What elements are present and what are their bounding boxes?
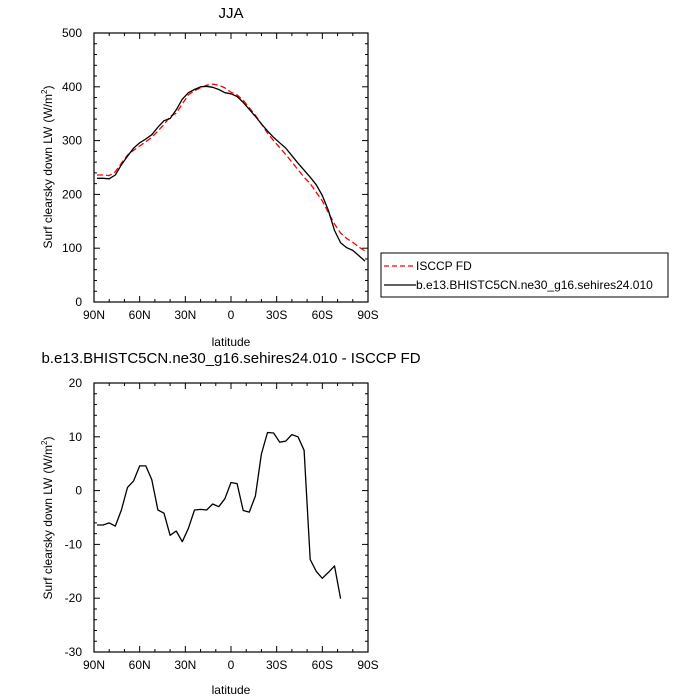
bottom-chart: b.e13.BHISTC5CN.ne30_g16.sehires24.010 -… — [40, 350, 421, 697]
x-tick-label: 0 — [228, 308, 235, 322]
legend-label-isccp: ISCCP FD — [416, 259, 472, 273]
y-axis-label-units: (W/m — [41, 94, 55, 123]
y-tick-label: 300 — [62, 134, 82, 148]
x-axis-label: latitude — [212, 683, 251, 697]
y-tick-label: 200 — [62, 187, 82, 201]
legend-label-model: b.e13.BHISTC5CN.ne30_g16.sehires24.010 — [416, 278, 653, 292]
y-axis-label-units: (W/m — [41, 445, 55, 474]
bottom-series — [97, 431, 342, 599]
y-tick-label: 100 — [62, 241, 82, 255]
y-tick-label: 0 — [75, 484, 82, 498]
x-tick-label: 0 — [228, 658, 235, 672]
x-tick-label: 90N — [83, 308, 105, 322]
chart-title: JJA — [218, 5, 243, 22]
top-axes: 90N 60N 30N 0 30S 60S 90S 0 100 200 300 400 500 — [62, 26, 379, 322]
y-tick-label: 500 — [62, 26, 82, 40]
plot-frame — [93, 382, 369, 653]
x-tick-label: 30S — [266, 308, 287, 322]
top-chart: JJA 90N 60N 30N 0 30S 60S 90S0100200300400500 … — [40, 5, 669, 349]
chart-title: b.e13.BHISTC5CN.ne30_g16.sehires24.010 -… — [41, 350, 420, 367]
plot-frame — [93, 32, 369, 303]
x-tick-label: 60N — [129, 658, 151, 672]
bottom-axes: 90N 60N 30N 0 30S 60S 90S -30 -20 -10 0 10 20 — [65, 376, 379, 672]
x-tick-label: 90N — [83, 658, 105, 672]
x-axis-label: latitude — [212, 335, 251, 349]
x-tick-label: 60S — [312, 308, 333, 322]
x-tick-label: 30S — [266, 658, 287, 672]
y-tick-label: -20 — [65, 591, 83, 605]
y-axis-label-units-close: ) — [41, 437, 55, 441]
y-axis-label-text: Surf clearsky down LW — [41, 126, 55, 248]
x-tick-label: 30N — [174, 308, 196, 322]
y-tick-label: 400 — [62, 80, 82, 94]
legend: ISCCP FD b.e13.BHISTC5CN.ne30_g16.sehire… — [380, 252, 669, 298]
x-tick-label: 60S — [312, 658, 333, 672]
y-axis-label-units-close: ) — [41, 86, 55, 90]
y-axis-label: Surf clearsky down LW (W/m2) — [40, 437, 55, 600]
series-line-1 — [97, 85, 366, 262]
x-tick-label: 90S — [357, 308, 378, 322]
y-axis-label-units-sup: 2 — [40, 440, 49, 445]
series-line-0 — [97, 431, 342, 599]
legend-box — [380, 252, 669, 298]
y-tick-label: 0 — [75, 295, 82, 309]
x-tick-label: 60N — [129, 308, 151, 322]
y-axis-label-text: Surf clearsky down LW — [41, 477, 55, 599]
y-tick-label: -10 — [65, 537, 83, 551]
y-tick-label: 10 — [69, 430, 83, 444]
x-tick-label: 90S — [357, 658, 378, 672]
top-series — [97, 83, 366, 262]
y-tick-label: 20 — [69, 376, 83, 390]
y-tick-label: -30 — [65, 645, 83, 659]
y-axis-label: Surf clearsky down LW (W/m2) — [40, 86, 55, 249]
x-tick-label: 30N — [174, 658, 196, 672]
y-axis-label-units-sup: 2 — [40, 89, 49, 94]
series-line-0 — [97, 83, 366, 252]
